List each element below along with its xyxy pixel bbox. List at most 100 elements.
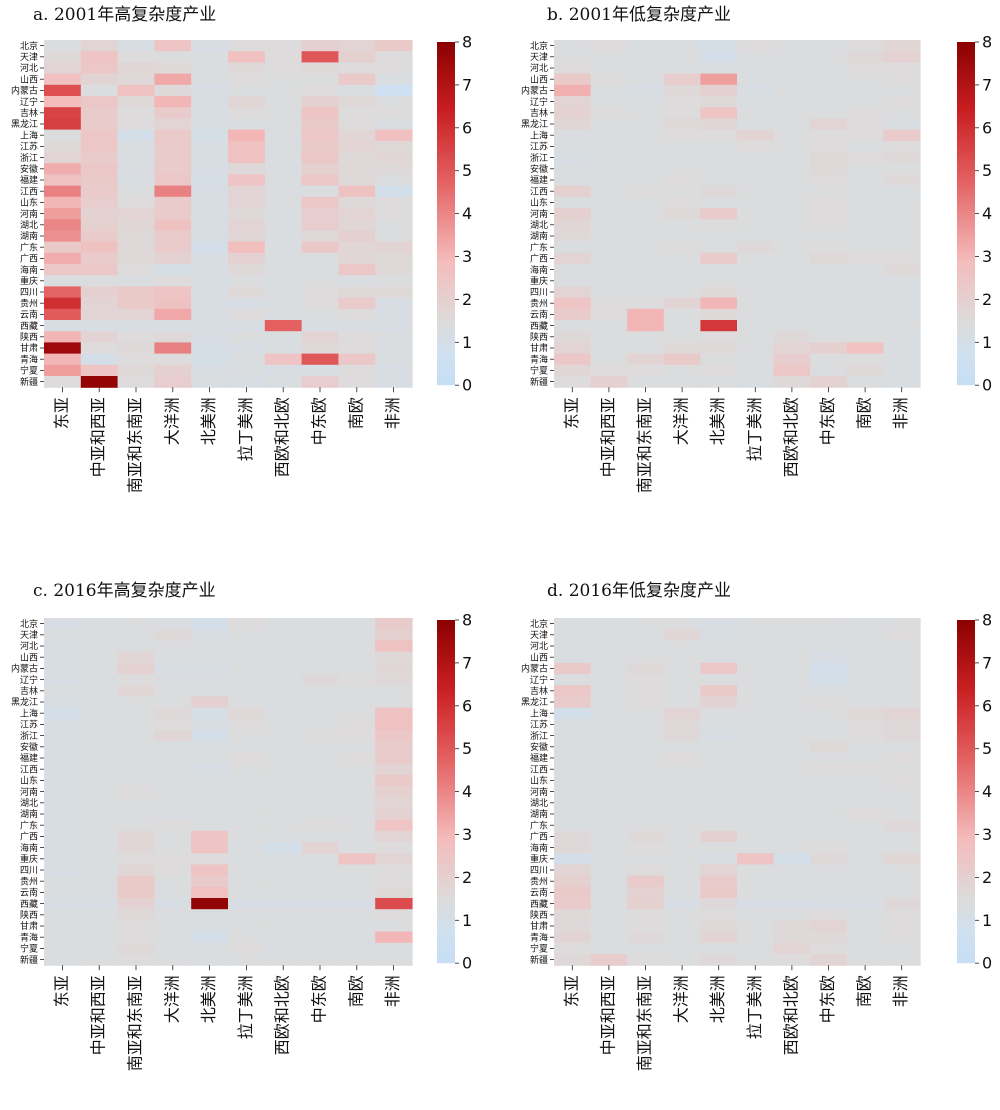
heatmap-cell [737,730,775,742]
heatmap-cell [883,331,921,343]
heatmap-cell [554,662,592,675]
heatmap-cell [883,830,921,843]
heatmap-cell [554,886,592,899]
heatmap-cell [590,40,628,52]
heatmap-cell [264,107,303,119]
heatmap-cell [301,107,339,119]
heatmap-cell [846,96,884,108]
heatmap-cell [338,286,376,299]
heatmap-cell [154,629,192,641]
heatmap-cell [663,931,701,944]
heatmap-cell [80,40,119,52]
heatmap-cell [117,898,155,910]
heatmap-cell [883,208,921,220]
heatmap-cell [44,252,82,265]
heatmap-cell [883,842,921,854]
heatmap-cell [154,886,192,899]
heatmap-cell [773,73,811,86]
heatmap-cell [264,674,303,686]
heatmap-cell [554,196,592,209]
heatmap-cell [810,185,848,198]
heatmap-cell [700,864,738,877]
heatmap-cell [810,196,848,209]
heatmap-cell [228,40,266,52]
heatmap-cell [44,308,82,321]
heatmap-cell [191,252,229,265]
heatmap-cell [737,118,775,131]
row-label: 浙江 [530,730,548,742]
row-label: 宁夏 [530,365,548,377]
heatmap-cell [883,163,921,175]
heatmap-cell [627,219,665,231]
heatmap-cell [810,920,848,933]
row-label: 广西 [20,831,38,843]
heatmap-cell [44,954,82,966]
column-label: 中亚和西亚 [598,397,617,477]
column-label: 拉丁美洲 [236,975,255,1039]
heatmap-cell [773,707,811,720]
heatmap-cell [883,685,921,697]
heatmap-cell [44,707,82,720]
heatmap-cell [301,73,339,86]
heatmap-cell [338,842,376,854]
heatmap-cell [80,853,119,865]
heatmap-cell [338,875,376,888]
heatmap-cell [228,651,266,664]
heatmap-cell [264,174,303,187]
heatmap-cell [590,819,628,832]
heatmap-cell [375,763,413,776]
heatmap-cell [154,230,192,243]
heatmap-cell [590,886,628,899]
heatmap-cell [663,898,701,910]
heatmap-cell [191,774,229,787]
column-label: 北美洲 [199,975,218,1023]
heatmap-cell [301,618,339,630]
heatmap-cell [117,73,155,86]
heatmap-cell [228,252,266,265]
heatmap-cell [627,898,665,910]
row-label: 山东 [20,775,38,787]
row-label: 广东 [20,819,38,831]
heatmap-cell [590,196,628,209]
heatmap-cell [810,954,848,966]
heatmap-cell [191,208,229,220]
heatmap-cell [301,364,339,377]
heatmap-cell [883,342,921,355]
heatmap-cell [554,152,592,164]
heatmap-cell [80,942,119,955]
heatmap-cell [737,954,775,966]
heatmap-cell [810,662,848,675]
row-label: 江苏 [20,719,38,731]
heatmap-cell [810,674,848,686]
row-label: 天津 [530,52,548,63]
heatmap-cell [663,830,701,843]
heatmap-cell [883,786,921,798]
row-label: 山西 [530,74,548,85]
heatmap-cell [846,629,884,641]
heatmap-cell [154,174,192,187]
heatmap-cell [627,241,665,254]
row-label: 黑龙江 [521,118,548,130]
heatmap-cell [228,741,266,753]
heatmap-cell [154,853,192,865]
heatmap-cell [80,51,119,63]
heatmap-cell [554,73,592,86]
heatmap-cell [810,174,848,187]
heatmap-cell [737,308,775,321]
heatmap-cell [627,830,665,843]
heatmap-cell [44,730,82,742]
heatmap-cell [44,241,82,254]
heatmap-cell [375,230,413,243]
colorbar-tick-label: 0 [462,954,472,973]
heatmap-cell [191,140,229,153]
heatmap-cell [80,364,119,377]
heatmap-cell [773,174,811,187]
row-label: 山西 [20,652,38,663]
heatmap-cell [700,842,738,854]
row-label: 辽宁 [20,96,38,108]
heatmap-cell [154,651,192,664]
heatmap-cell [627,73,665,86]
heatmap-cell [846,853,884,865]
colorbar-tick-label: 2 [982,868,992,887]
colorbar-tick-label: 5 [462,739,472,758]
